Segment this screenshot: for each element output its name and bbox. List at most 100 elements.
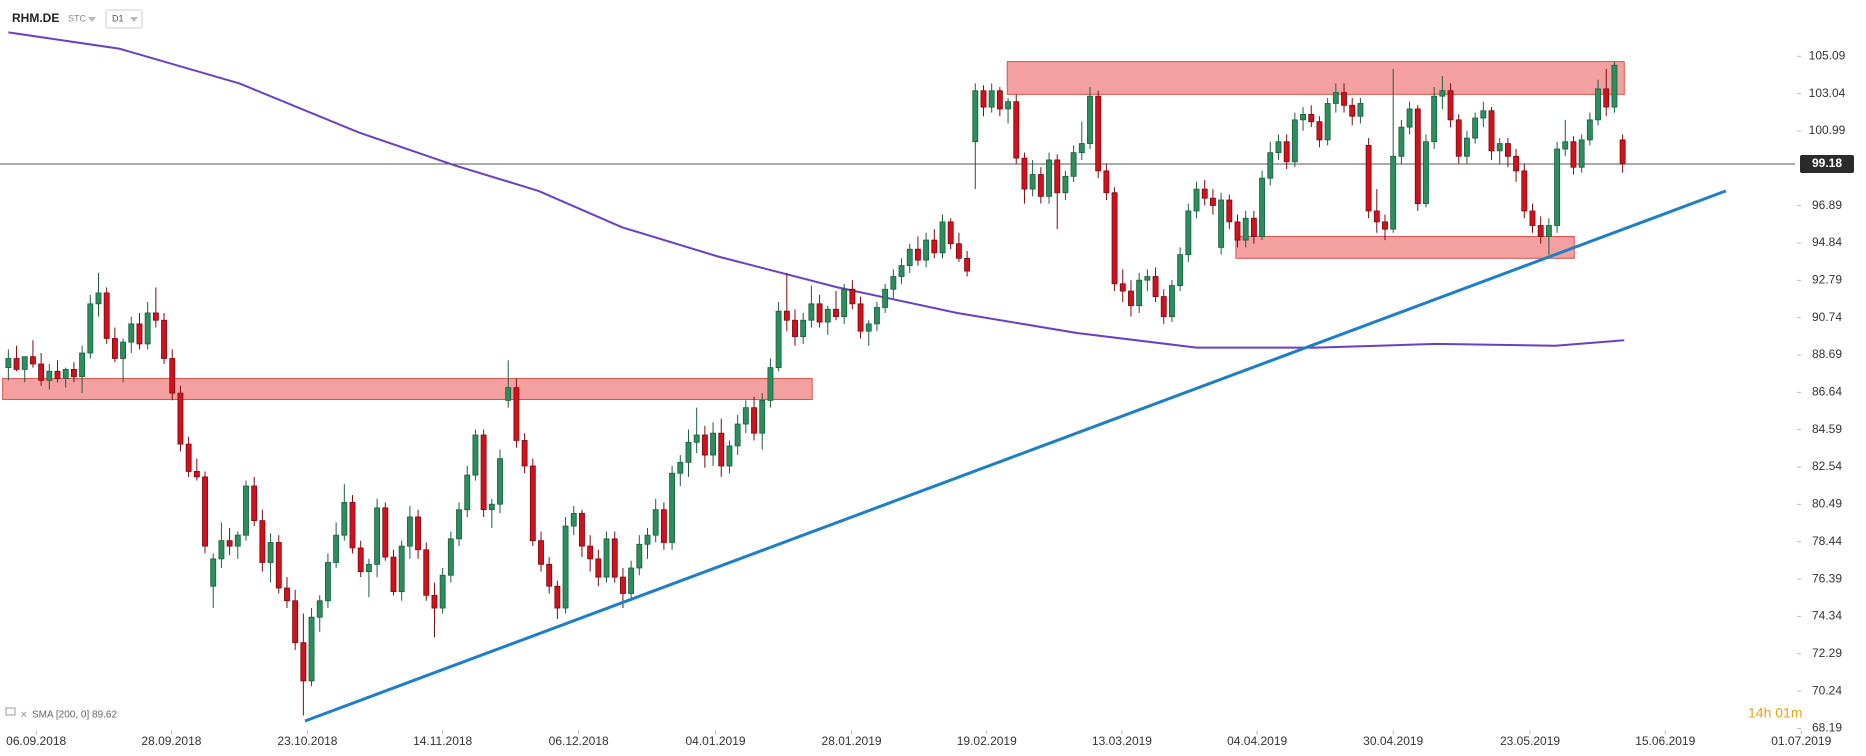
candle-body — [423, 549, 430, 596]
candle-body — [783, 310, 790, 321]
exchange[interactable]: STC — [68, 13, 87, 23]
candle-body — [275, 542, 282, 589]
candle-body — [1291, 119, 1298, 163]
candle-body — [833, 308, 839, 317]
legend-icon — [5, 707, 16, 716]
candle-body — [1382, 221, 1388, 230]
candle-body — [874, 307, 880, 325]
candle-body — [710, 432, 717, 456]
candle-body — [1537, 225, 1544, 237]
y-tick-label: 105.09 — [1809, 48, 1846, 62]
candle-body — [1390, 155, 1397, 230]
last-price-label: 99.18 — [1812, 156, 1842, 170]
candle-body — [103, 292, 110, 339]
candle-body — [1529, 210, 1536, 226]
candle-body — [480, 434, 487, 511]
candle-body — [1136, 279, 1143, 307]
candle-body — [1300, 113, 1306, 121]
candle-body — [1324, 103, 1331, 141]
candle-body — [398, 545, 405, 593]
candle-body — [1472, 117, 1479, 139]
candle-body — [284, 587, 290, 602]
candle-body — [906, 248, 913, 266]
candle-body — [1152, 276, 1159, 297]
y-tick-label: 82.54 — [1812, 459, 1842, 473]
candle-body — [136, 323, 143, 345]
interval-box[interactable] — [105, 9, 143, 29]
candle-body — [349, 501, 356, 549]
candle-body — [513, 387, 520, 441]
candle-body — [1521, 170, 1528, 212]
candle-body — [1070, 152, 1077, 177]
candle-body — [5, 358, 12, 368]
candle-body — [865, 323, 872, 332]
candle-body — [1570, 141, 1577, 168]
candle-body — [1332, 92, 1339, 104]
candle-body — [1480, 110, 1487, 119]
candle-body — [1504, 143, 1511, 157]
candle-body — [947, 221, 954, 245]
sma-line — [8, 31, 1625, 349]
candle-body — [546, 563, 553, 587]
candle-body — [267, 542, 274, 563]
candle-body — [447, 538, 454, 576]
candle-body — [579, 512, 585, 547]
candle-body — [62, 369, 69, 379]
y-tick-label: 96.89 — [1812, 198, 1842, 212]
resistance-zone — [1235, 235, 1575, 259]
candle-body — [890, 276, 897, 290]
candle-body — [570, 512, 577, 527]
x-tick-label: 06.12.2018 — [549, 734, 609, 748]
candle-body — [759, 399, 766, 434]
candle-body — [1144, 276, 1151, 281]
candle-body — [1201, 188, 1208, 199]
candle-body — [406, 516, 413, 547]
candle-body — [742, 407, 749, 425]
candle-body — [800, 319, 807, 338]
candle-body — [996, 90, 1003, 110]
candle-body — [751, 407, 757, 434]
candle-body — [1447, 90, 1454, 121]
candle-body — [1087, 95, 1093, 144]
y-tick-label: 80.49 — [1812, 497, 1842, 511]
candle-body — [464, 474, 471, 511]
candle-body — [1226, 199, 1233, 223]
candle-body — [726, 445, 733, 467]
candle-body — [898, 265, 905, 277]
candle-body — [554, 585, 561, 609]
candle-body — [341, 501, 348, 536]
candle-body — [1095, 95, 1102, 172]
candle-body — [1439, 90, 1446, 97]
candle-body — [185, 443, 192, 472]
candle-body — [1373, 210, 1380, 223]
candle-body — [292, 600, 299, 644]
legend-close[interactable]: ✕ — [20, 709, 28, 719]
candle-body — [243, 485, 249, 536]
candle-body — [1611, 64, 1618, 108]
candle-body — [701, 434, 708, 456]
x-tick-label: 15.06.2019 — [1635, 734, 1695, 748]
candle-body — [882, 288, 889, 308]
candle-body — [79, 352, 86, 378]
candle-body — [1078, 143, 1085, 154]
x-tick-label: 13.03.2019 — [1092, 734, 1152, 748]
candle-body — [628, 567, 635, 594]
candle-body — [841, 288, 848, 317]
candle-body — [1119, 283, 1126, 292]
candle-body — [718, 432, 725, 467]
candle-body — [316, 600, 323, 618]
candle-body — [587, 545, 594, 560]
candle-body — [923, 239, 930, 261]
candle-body — [472, 434, 479, 476]
candle-body — [120, 341, 127, 359]
candle-body — [1586, 119, 1593, 141]
candle-body — [824, 308, 831, 323]
candle-body — [1128, 290, 1134, 307]
candle-body — [1545, 225, 1552, 237]
candle-body — [1554, 148, 1561, 226]
y-tick-label: 68.19 — [1812, 721, 1842, 735]
candle-body — [21, 356, 28, 370]
candle-body — [1595, 88, 1601, 121]
candle-body — [636, 543, 643, 569]
candle-body — [652, 509, 659, 536]
